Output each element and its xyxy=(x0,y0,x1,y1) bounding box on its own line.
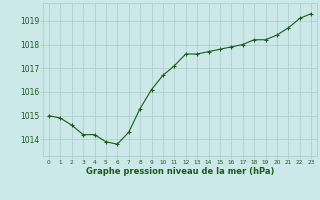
X-axis label: Graphe pression niveau de la mer (hPa): Graphe pression niveau de la mer (hPa) xyxy=(86,167,274,176)
